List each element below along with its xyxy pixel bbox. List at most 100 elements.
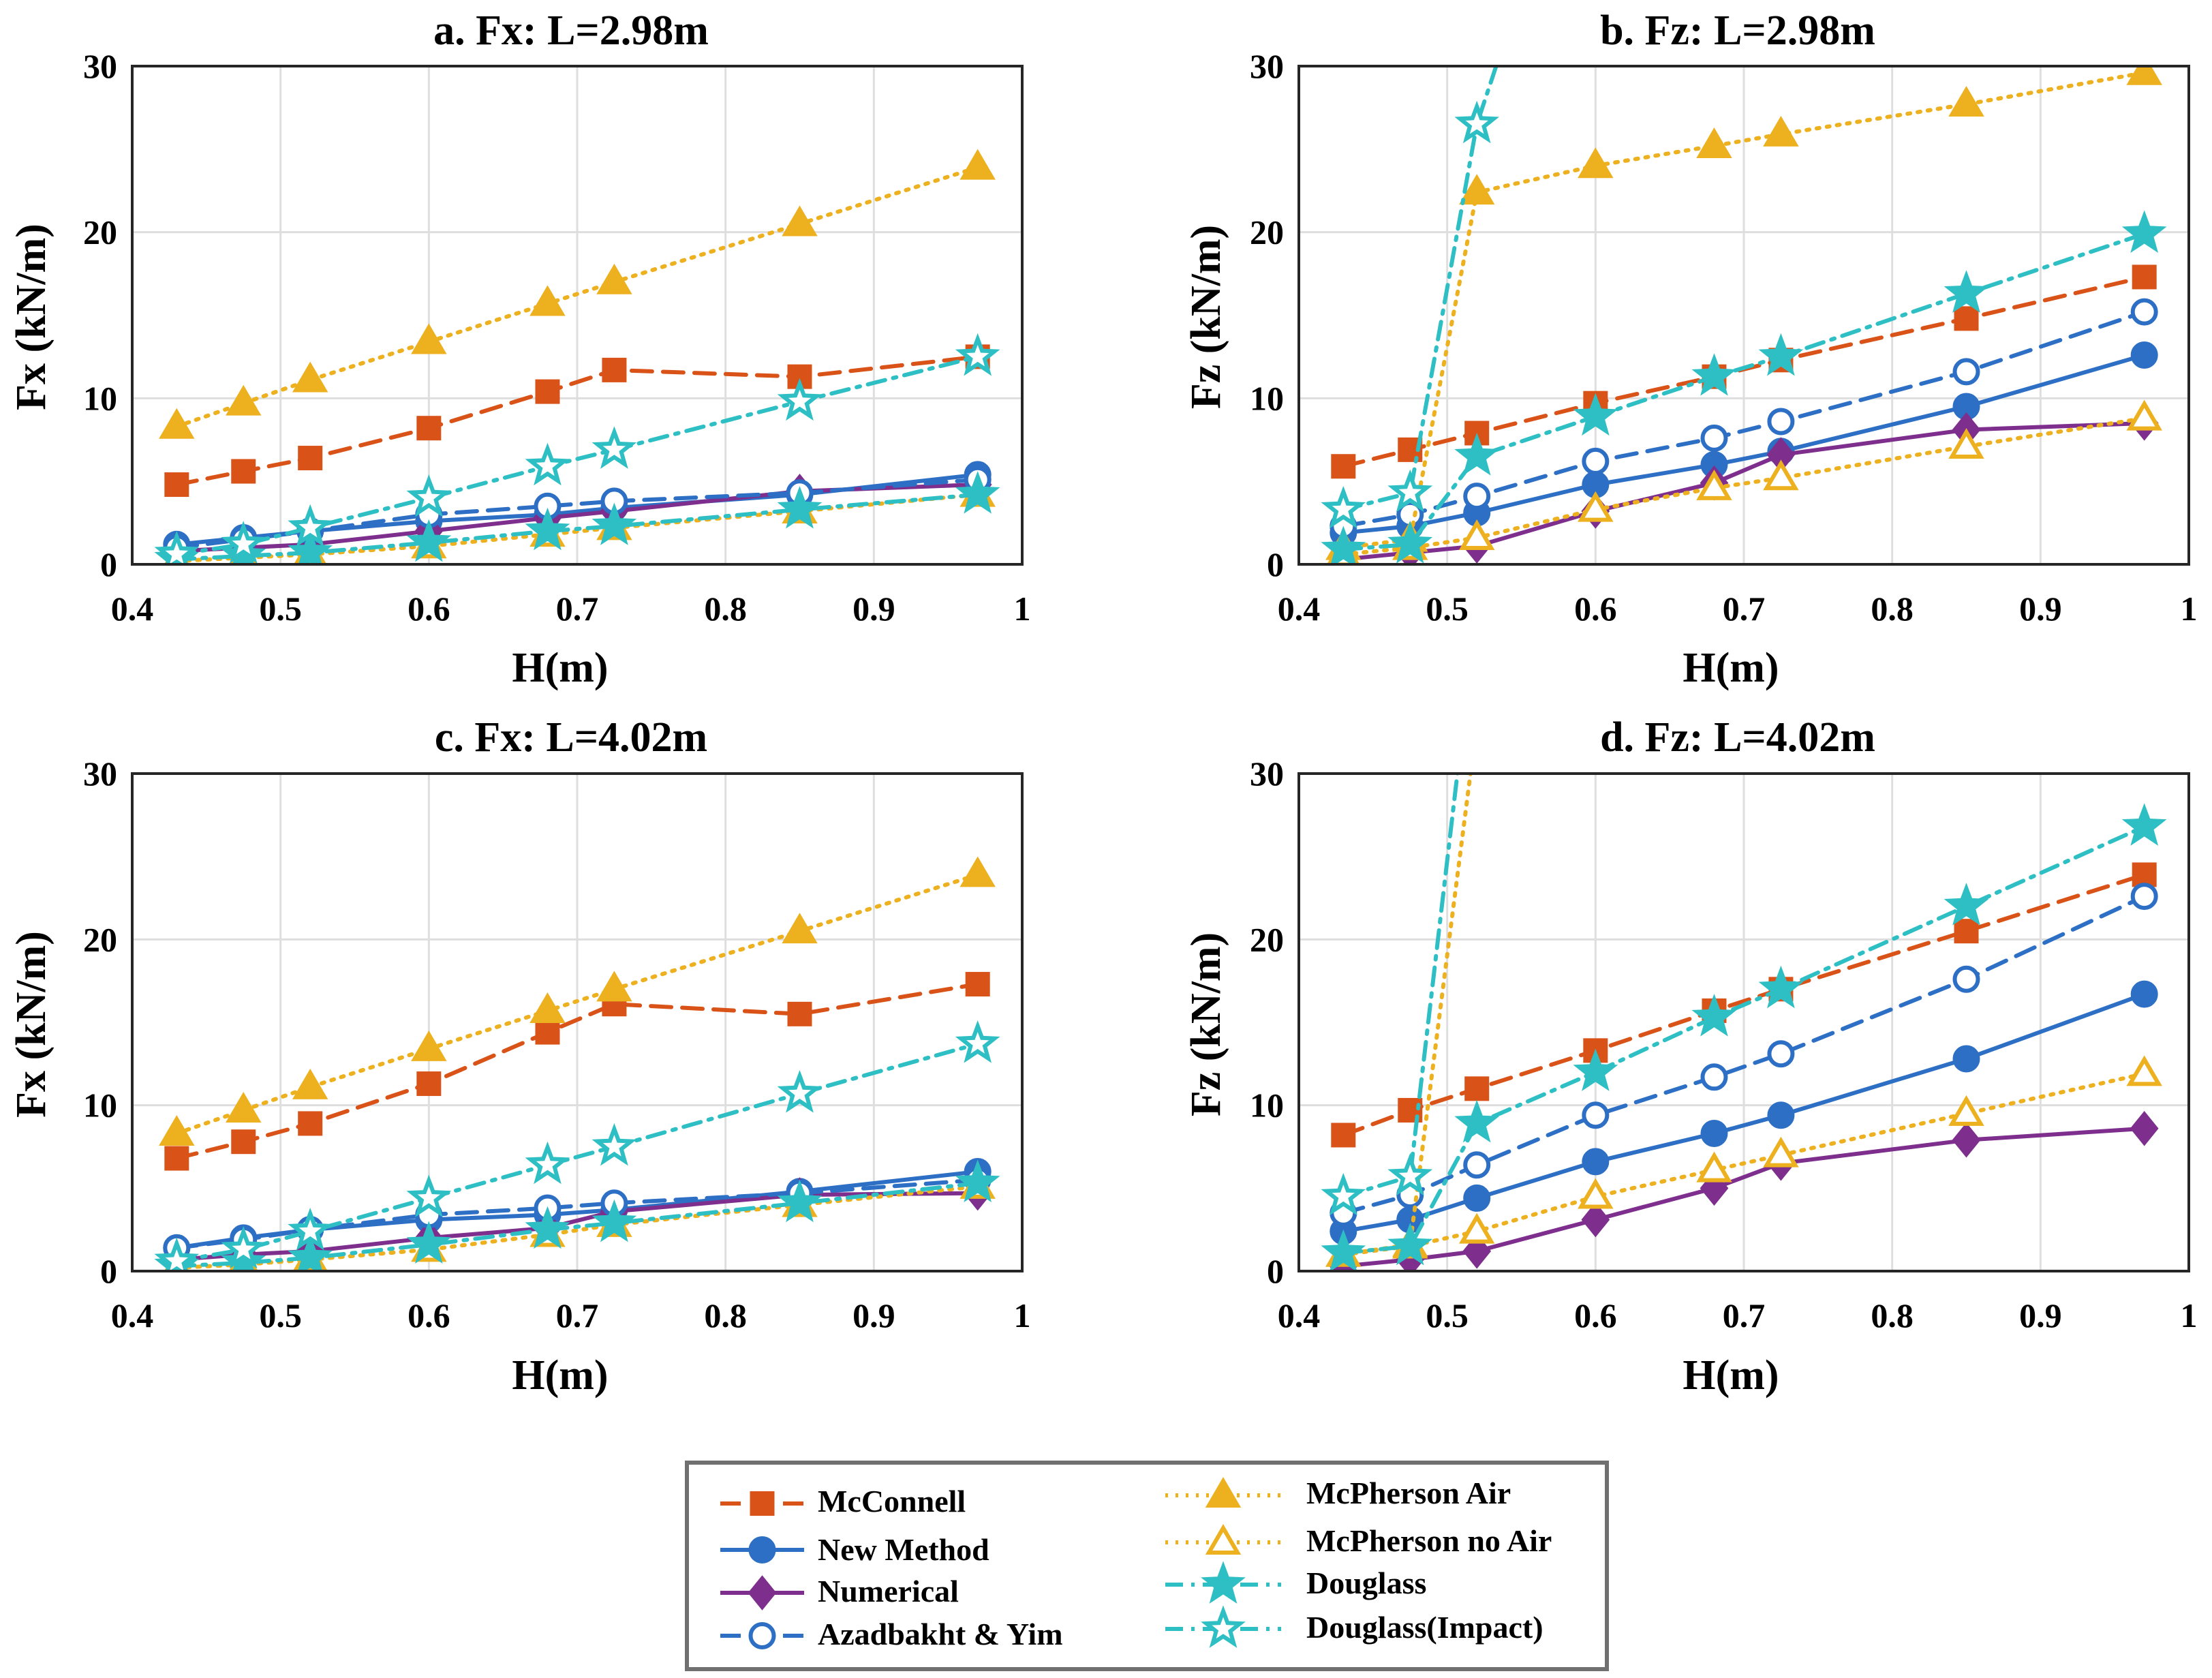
panel-b-point-mcpherson-air xyxy=(1948,86,1984,117)
panel-b-point-mcpherson-no-air xyxy=(1458,519,1495,551)
legend-marker-mcpherson-air xyxy=(1205,1477,1242,1508)
legend-label-mcpherson-no-air: McPherson no Air xyxy=(1306,1523,1552,1558)
panel-d-ylabel: Fz (kN/m) xyxy=(1183,932,1229,1116)
panel-d-y-tick-label: 30 xyxy=(1250,754,1284,793)
panel-b-point-douglass xyxy=(1387,521,1433,564)
panel-d-series-line-mcpherson-no-air xyxy=(1341,1071,2147,1257)
panel-d-point-mcpherson-no-air xyxy=(1458,1212,1495,1244)
panel-d-series-line-douglass xyxy=(1341,824,2147,1255)
legend-marker-douglass xyxy=(1201,1561,1246,1604)
panel-c-y-tick-label: 10 xyxy=(83,1086,117,1125)
panel-c-point-mcpherson-air xyxy=(411,1030,447,1061)
panel-d-point-mcpherson-no-air xyxy=(1763,1136,1799,1168)
panel-b-ylabel: Fz (kN/m) xyxy=(1183,225,1229,409)
panel-d-point-mcconnell xyxy=(1954,919,1979,944)
panel-c-y-tick-label: 20 xyxy=(83,920,117,958)
panel-c-point-douglass-impact xyxy=(592,1123,637,1166)
panel-d-point-douglass xyxy=(1944,883,1989,926)
panel-d-series-line-mcpherson-air xyxy=(1341,774,1473,1257)
panel-b-x-tick-label: 0.5 xyxy=(1426,590,1469,628)
panel-a-point-douglass-impact xyxy=(288,504,333,547)
panel-c-point-mcconnell xyxy=(787,1001,812,1026)
panel-a-series-group xyxy=(154,149,1000,564)
legend-label-numerical: Numerical xyxy=(818,1574,959,1608)
panel-b-point-douglass-impact xyxy=(1321,485,1366,529)
panel-d-y-tick-label: 20 xyxy=(1250,920,1284,958)
panel-b-point-mcpherson-no-air xyxy=(1578,491,1614,522)
panel-d-series-group xyxy=(1321,774,2167,1271)
panel-c-point-douglass xyxy=(525,1206,570,1249)
legend-label-douglass: Douglass xyxy=(1306,1566,1426,1600)
panel-c: c. Fx: L=4.02m H(m) Fx (kN/m) 0.4 0.5 0.6 0… xyxy=(8,714,1031,1399)
panel-d-point-mcconnell xyxy=(2132,862,2157,887)
panel-a-point-douglass xyxy=(406,519,452,562)
panel-d-point-new-method xyxy=(2130,980,2158,1008)
panel-a-point-douglass xyxy=(955,471,1000,514)
panel-a-point-mcconnell xyxy=(298,446,323,471)
legend-label-mcpherson-air: McPherson Air xyxy=(1306,1476,1511,1510)
panel-b-x-tick-label: 1 xyxy=(2181,590,2198,628)
panel-a-title: a. Fx: L=2.98m xyxy=(433,7,709,54)
panel-b-point-mcpherson-no-air xyxy=(2126,399,2162,431)
panel-b-point-douglass xyxy=(1758,333,1804,376)
legend-label-new-method: New Method xyxy=(818,1532,989,1567)
panel-c-x-tick-label: 1 xyxy=(1014,1296,1031,1334)
panel-b-point-douglass xyxy=(1573,393,1618,436)
panel-b-series-line-douglass xyxy=(1341,232,2147,552)
panel-a: a. Fx: L=2.98m H(m) Fx (kN/m) 0.4 0.5 0.6 0… xyxy=(8,7,1031,691)
panel-c-point-mcpherson-air xyxy=(226,1092,262,1123)
panel-c-point-mcpherson-air xyxy=(292,1068,328,1099)
panel-d-x-tick-label: 0.5 xyxy=(1426,1296,1469,1334)
panel-c-point-douglass-impact xyxy=(525,1141,570,1185)
panel-a-point-mcpherson-air xyxy=(959,149,996,180)
panel-a-y-tick-label: 20 xyxy=(83,213,117,251)
panel-b-series-line-mcpherson-no-air xyxy=(1341,416,2147,557)
panel-c-point-douglass xyxy=(955,1159,1000,1203)
panel-d-point-mcconnell xyxy=(1464,1076,1490,1101)
legend-label-mcconnell: McConnell xyxy=(818,1484,966,1519)
panel-c-point-mcconnell xyxy=(231,1129,256,1155)
panel-d-y-tick-label: 10 xyxy=(1250,1086,1284,1125)
panel-a-series-line-mcpherson-no-air xyxy=(174,492,980,564)
panel-a-point-mcpherson-air xyxy=(782,205,818,237)
panel-b-x-tick-label: 0.9 xyxy=(2019,590,2062,628)
panel-d-point-douglass xyxy=(2121,803,2167,846)
panel-d-point-mcconnell xyxy=(1398,1097,1423,1123)
panel-d-x-tick-label: 0.8 xyxy=(1871,1296,1914,1334)
panel-a-point-mcpherson-air xyxy=(596,263,632,294)
panel-d-x-tick-label: 0.4 xyxy=(1278,1296,1321,1334)
panel-b-y-tick-label: 20 xyxy=(1250,213,1284,251)
panel-a-point-douglass xyxy=(525,507,570,551)
panel-a-point-douglass-impact xyxy=(525,442,570,486)
panel-d-point-azadbakht-yim xyxy=(1582,1101,1610,1129)
legend-marker-numerical xyxy=(748,1575,777,1611)
panel-d-y-tick-label: 0 xyxy=(1267,1252,1284,1290)
panel-b-point-douglass xyxy=(1691,353,1737,396)
panel-b-series-line-mcpherson-air xyxy=(1341,70,2147,550)
panel-d-point-numerical xyxy=(1462,1234,1492,1269)
panel-d-point-new-method xyxy=(1952,1045,1980,1073)
panel-c-point-douglass-impact xyxy=(406,1174,452,1217)
panel-c-x-tick-label: 0.7 xyxy=(556,1296,599,1334)
panel-b-point-douglass xyxy=(2121,210,2167,254)
legend-marker-new-method xyxy=(748,1536,776,1563)
panel-d-x-tick-label: 0.6 xyxy=(1574,1296,1617,1334)
panel-b-x-tick-label: 0.8 xyxy=(1871,590,1914,628)
panel-b-axes-frame xyxy=(1297,65,2190,566)
panel-a-point-mcpherson-air xyxy=(159,408,195,439)
panel-c-point-douglass-impact xyxy=(777,1069,823,1113)
panel-b-point-douglass-impact xyxy=(1454,100,1499,144)
panel-c-point-mcconnell xyxy=(416,1071,442,1097)
panel-d-point-douglass-impact xyxy=(1321,1172,1366,1216)
panel-a-y-tick-label: 0 xyxy=(100,545,117,583)
panel-b-point-douglass-impact xyxy=(1387,469,1433,513)
panel-c-xlabel: H(m) xyxy=(512,1352,608,1399)
panel-b-series-line-douglass-impact xyxy=(1341,66,1499,512)
panel-d-point-douglass xyxy=(1573,1048,1618,1091)
panel-c-point-douglass xyxy=(592,1199,637,1242)
panel-a-point-douglass-impact xyxy=(592,426,637,469)
panel-d-axes-frame xyxy=(1297,772,2190,1272)
panel-c-point-mcpherson-air xyxy=(596,971,632,1002)
panel-d-point-azadbakht-yim xyxy=(1952,965,1980,993)
